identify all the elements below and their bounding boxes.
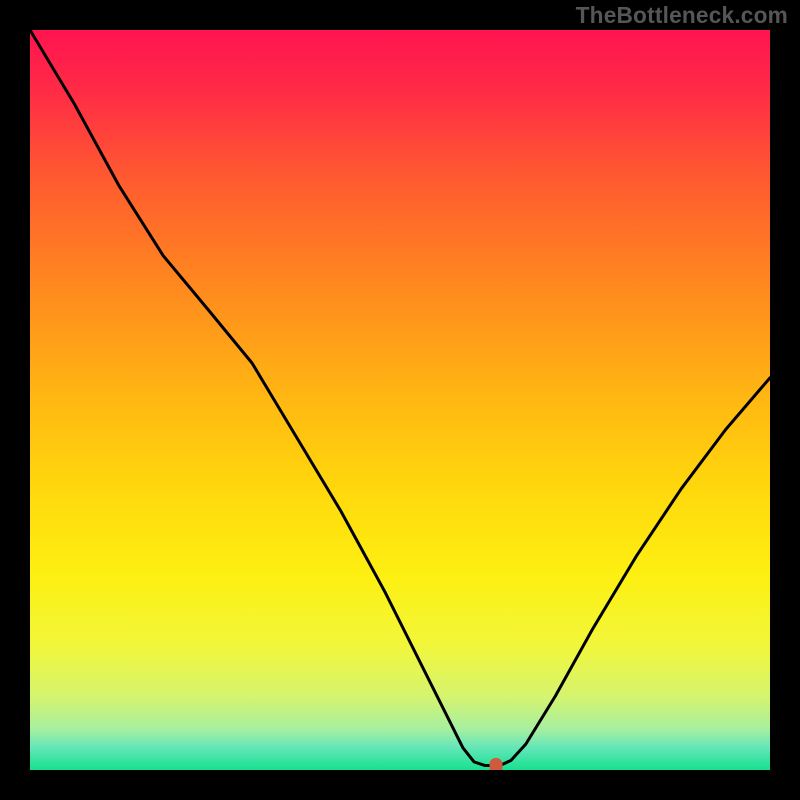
curve-path <box>30 30 770 766</box>
watermark-text: TheBottleneck.com <box>576 2 788 29</box>
bottleneck-curve <box>30 30 770 770</box>
optimum-marker <box>490 758 503 770</box>
chart-frame: TheBottleneck.com <box>0 0 800 800</box>
plot-area <box>30 30 770 770</box>
